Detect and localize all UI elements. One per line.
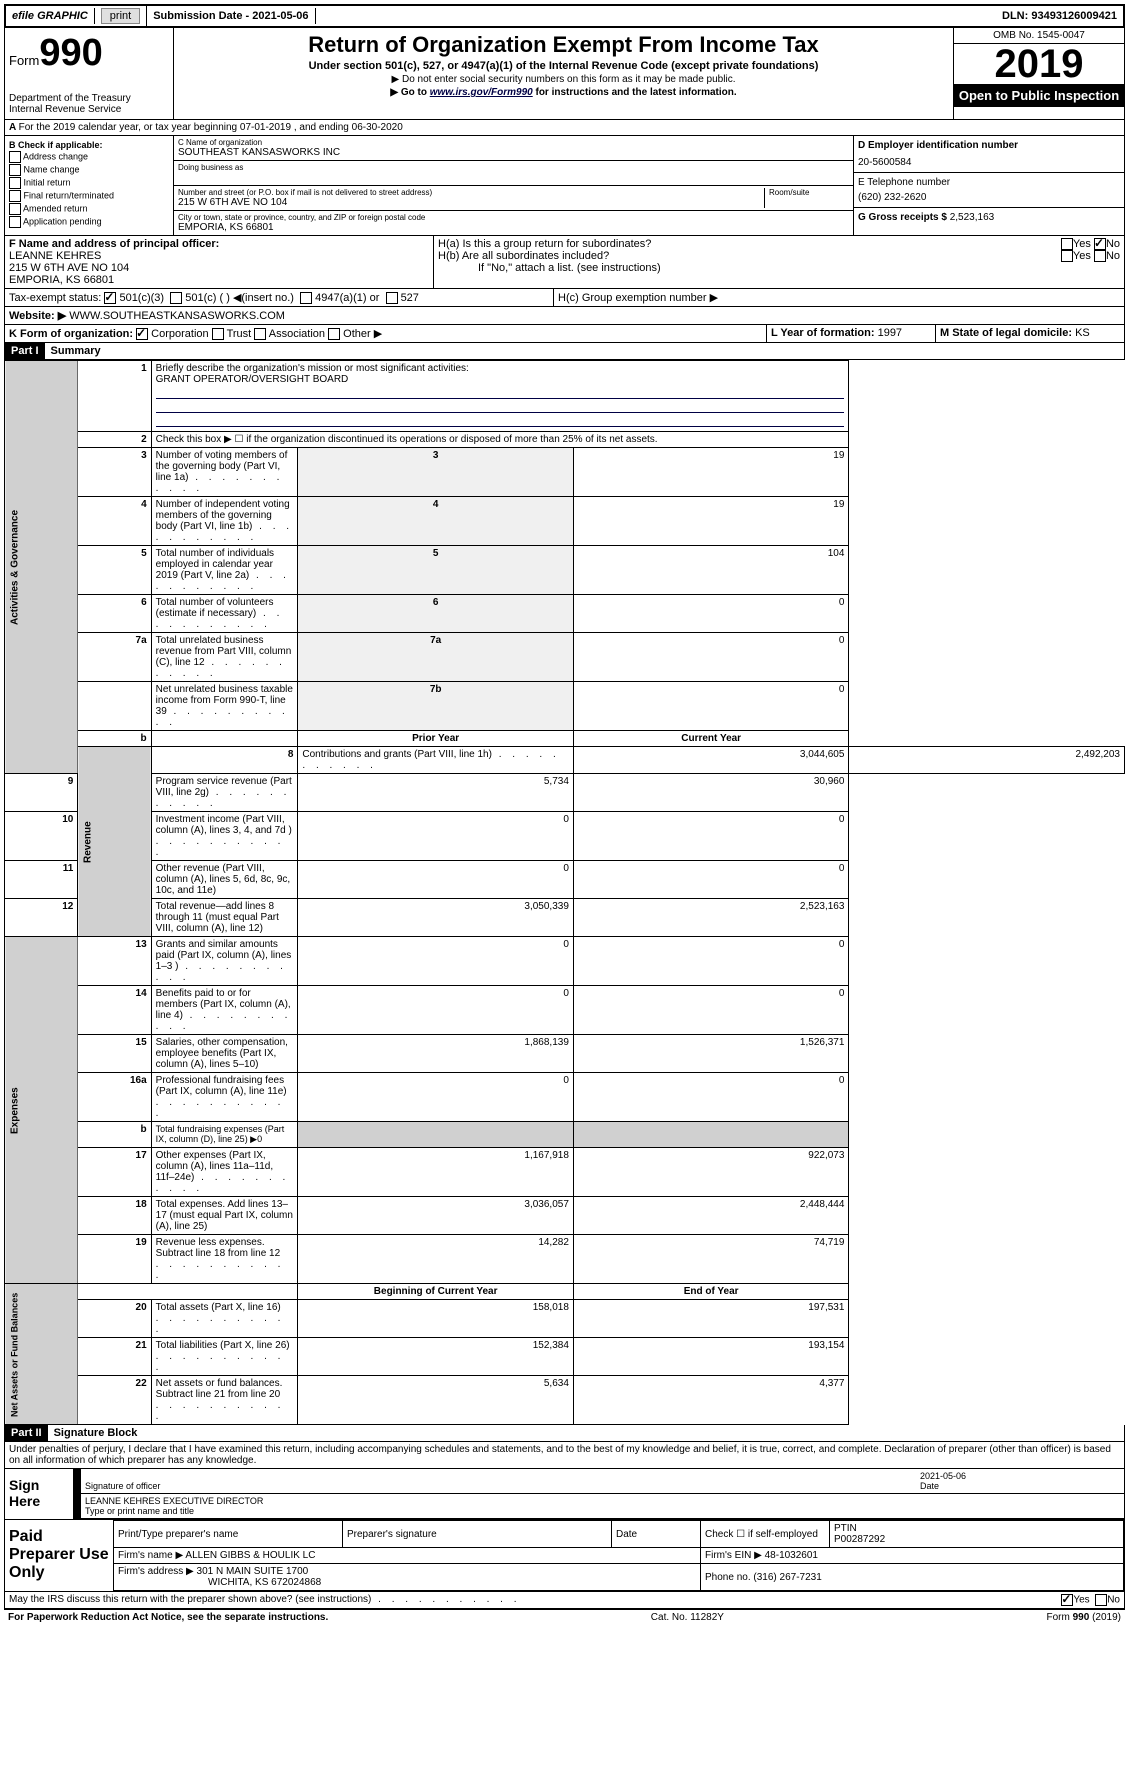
paid-preparer-block: Paid Preparer Use Only Print/Type prepar… <box>4 1520 1125 1592</box>
org-name: SOUTHEAST KANSASWORKS INC <box>178 147 849 158</box>
line-6: 6Total number of volunteers (estimate if… <box>5 595 1125 633</box>
opt-address-change[interactable]: Address change <box>9 151 169 163</box>
i-hc-row: Tax-exempt status: 501(c)(3) 501(c) ( ) … <box>4 289 1125 307</box>
footer-form: Form 990 (2019) <box>1047 1612 1121 1623</box>
gross-row: G Gross receipts $ 2,523,163 <box>854 208 1124 227</box>
box-b-hdr: B Check if applicable: <box>9 140 169 150</box>
ha-yesno: Yes No <box>1061 238 1120 250</box>
opt-amended[interactable]: Amended return <box>9 203 169 215</box>
print-cell: print <box>95 6 147 26</box>
efile-label: efile GRAPHIC <box>6 8 95 24</box>
footer-cat: Cat. No. 11282Y <box>651 1612 724 1623</box>
box-l: L Year of formation: 1997 <box>767 325 936 342</box>
sign-here-block: Sign Here Signature of officer 2021-05-0… <box>4 1469 1125 1520</box>
part1-bar: Part I Summary <box>4 343 1125 360</box>
discuss-yesno: Yes No <box>1061 1594 1120 1606</box>
box-c: C Name of organization SOUTHEAST KANSASW… <box>174 136 854 235</box>
dln: DLN: 93493126009421 <box>996 8 1123 24</box>
phone-value: (620) 232-2620 <box>858 192 1120 203</box>
line-3: 3Number of voting members of the governi… <box>5 448 1125 497</box>
part2-title: Signature Block <box>48 1425 144 1441</box>
form-subtitle: Under section 501(c), 527, or 4947(a)(1)… <box>178 60 949 72</box>
paid-prep-label: Paid Preparer Use Only <box>5 1520 113 1591</box>
city-row: City or town, state or province, country… <box>174 211 853 235</box>
box-i: Tax-exempt status: 501(c)(3) 501(c) ( ) … <box>5 289 554 306</box>
website: WWW.SOUTHEASTKANSASWORKS.COM <box>69 310 285 322</box>
form-id-block: Form990 Department of the Treasury Inter… <box>5 28 174 119</box>
tax-year: 2019 <box>954 44 1124 84</box>
form-title: Return of Organization Exempt From Incom… <box>178 32 949 58</box>
main-info-block: B Check if applicable: Address change Na… <box>4 136 1125 236</box>
note-ssn: ▶ Do not enter social security numbers o… <box>178 74 949 85</box>
part2-bar: Part II Signature Block <box>4 1425 1125 1442</box>
firm-name: ALLEN GIBBS & HOULIK LC <box>185 1550 315 1561</box>
sign-here-label: Sign Here <box>5 1469 73 1519</box>
side-expenses: Expenses <box>5 937 78 1284</box>
org-name-row: C Name of organization SOUTHEAST KANSASW… <box>174 136 853 161</box>
period-row: A For the 2019 calendar year, or tax yea… <box>4 120 1125 136</box>
city-state-zip: EMPORIA, KS 66801 <box>178 222 849 233</box>
part1-title: Summary <box>45 343 107 359</box>
side-activities: Activities & Governance <box>5 361 78 774</box>
page-footer: For Paperwork Reduction Act Notice, see … <box>4 1609 1125 1625</box>
hb-yesno: Yes No <box>1061 250 1120 262</box>
501c3-check[interactable] <box>104 292 116 304</box>
firm-address: 301 N MAIN SUITE 1700 <box>197 1566 309 1577</box>
opt-final-return[interactable]: Final return/terminated <box>9 190 169 202</box>
print-button[interactable]: print <box>101 8 140 24</box>
opt-app-pending[interactable]: Application pending <box>9 216 169 228</box>
box-d-e-g: D Employer identification number 20-5600… <box>854 136 1124 235</box>
form-number: 990 <box>39 32 102 74</box>
line-7a: 7aTotal unrelated business revenue from … <box>5 633 1125 682</box>
sign-arrow-icon <box>73 1469 81 1519</box>
form-word: Form <box>9 53 39 68</box>
firm-phone: (316) 267-7231 <box>753 1572 821 1583</box>
box-f: F Name and address of principal officer:… <box>5 236 434 288</box>
ptin: P00287292 <box>834 1534 885 1545</box>
mission: GRANT OPERATOR/OVERSIGHT BOARD <box>156 374 349 385</box>
opt-name-change[interactable]: Name change <box>9 164 169 176</box>
ein-row: D Employer identification number 20-5600… <box>854 136 1124 173</box>
perjury-text: Under penalties of perjury, I declare th… <box>4 1442 1125 1469</box>
part2-hdr: Part II <box>5 1425 48 1441</box>
k-l-m-row: K Form of organization: Corporation Trus… <box>4 325 1125 343</box>
box-b: B Check if applicable: Address change Na… <box>5 136 174 235</box>
irs-link[interactable]: www.irs.gov/Form990 <box>430 87 533 98</box>
line-4: 4Number of independent voting members of… <box>5 497 1125 546</box>
phone-row: E Telephone number (620) 232-2620 <box>854 173 1124 208</box>
footer-left: For Paperwork Reduction Act Notice, see … <box>8 1612 328 1623</box>
address-row: Number and street (or P.O. box if mail i… <box>174 186 853 211</box>
header-right: OMB No. 1545-0047 2019 Open to Public In… <box>954 28 1124 119</box>
side-revenue: Revenue <box>78 747 151 937</box>
box-m: M State of legal domicile: KS <box>936 325 1124 342</box>
dept-treasury: Department of the Treasury Internal Reve… <box>9 93 169 115</box>
open-public: Open to Public Inspection <box>954 84 1124 107</box>
dba-row: Doing business as <box>174 161 853 186</box>
box-j: Website: ▶ WWW.SOUTHEASTKANSASWORKS.COM <box>5 307 1124 324</box>
street-address: 215 W 6TH AVE NO 104 <box>178 197 764 208</box>
ein-value: 20-5600584 <box>858 157 1120 168</box>
part1-hdr: Part I <box>5 343 45 359</box>
summary-table: Activities & Governance 1 Briefly descri… <box>4 360 1125 1425</box>
opt-initial-return[interactable]: Initial return <box>9 177 169 189</box>
officer-name: LEANNE KEHRES <box>9 250 429 262</box>
sign-date: 2021-05-06 <box>920 1471 1120 1481</box>
j-row: Website: ▶ WWW.SOUTHEASTKANSASWORKS.COM <box>4 307 1125 325</box>
header-title-block: Return of Organization Exempt From Incom… <box>174 28 954 119</box>
top-bar: efile GRAPHIC print Submission Date - 20… <box>4 4 1125 28</box>
line-5: 5Total number of individuals employed in… <box>5 546 1125 595</box>
gross-receipts: 2,523,163 <box>950 212 995 223</box>
line-7b: Net unrelated business taxable income fr… <box>5 682 1125 731</box>
note-link: ▶ Go to www.irs.gov/Form990 for instruct… <box>178 87 949 98</box>
discuss-row: May the IRS discuss this return with the… <box>4 1592 1125 1609</box>
box-hc: H(c) Group exemption number ▶ <box>554 289 1124 306</box>
submission-date: Submission Date - 2021-05-06 <box>147 8 315 24</box>
officer-name-title: LEANNE KEHRES EXECUTIVE DIRECTOR <box>85 1496 1120 1506</box>
firm-ein: 48-1032601 <box>765 1550 818 1561</box>
box-k: K Form of organization: Corporation Trus… <box>5 325 767 342</box>
side-netassets: Net Assets or Fund Balances <box>5 1284 78 1425</box>
box-h: H(a) Is this a group return for subordin… <box>434 236 1124 288</box>
form-header: Form990 Department of the Treasury Inter… <box>4 28 1125 120</box>
f-h-row: F Name and address of principal officer:… <box>4 236 1125 289</box>
